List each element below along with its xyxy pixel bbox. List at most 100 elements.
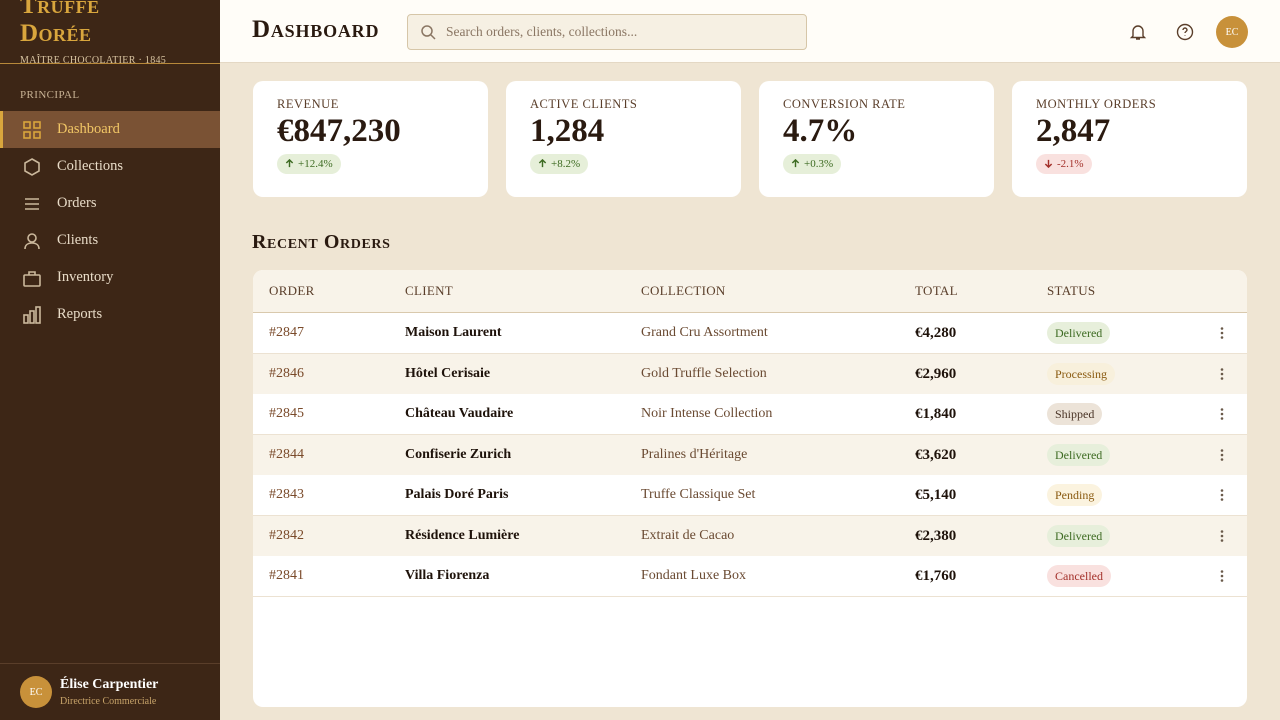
icon	[24, 157, 40, 176]
table-row[interactable]: #2843 Palais Doré Paris Truffe Classique S…	[253, 475, 1247, 516]
nav-item[interactable]: Collections	[0, 148, 220, 185]
menu-icon	[1220, 448, 1224, 461]
cell-total: €2,960	[915, 365, 957, 382]
cell-order: #2843	[269, 487, 304, 502]
row-menu[interactable]	[1215, 448, 1229, 462]
trend-arrow	[285, 158, 294, 168]
orders-table: ORDER CLIENT COLLECTION TOTAL STATUS #2847 Mai…	[253, 270, 1247, 707]
nav-section: PRINCIPAL	[20, 89, 80, 101]
cell-collection: Grand Cru Assortment	[641, 325, 768, 340]
nav-item[interactable]: Orders	[0, 185, 220, 222]
notifications-button[interactable]	[1129, 23, 1147, 41]
cell-client: Château Vaudaire	[405, 406, 514, 421]
user-role: Directrice Commerciale	[60, 696, 157, 707]
column-header: TOTAL	[915, 283, 958, 298]
cell-total: €5,140	[915, 487, 957, 503]
cell-client: Maison Laurent	[405, 325, 502, 340]
table-row[interactable]: #2846 Hôtel Cerisaie Gold Truffle Selectio…	[253, 353, 1247, 395]
kpi-change-text: -2.1%	[1057, 158, 1084, 170]
user-panel[interactable]: EC Élise Carpentier Directrice Commercia…	[0, 663, 220, 720]
menu-icon	[1220, 489, 1224, 501]
nav-item[interactable]: Dashboard	[0, 111, 220, 148]
trend-arrow	[1044, 159, 1053, 169]
table-row[interactable]: #2844 Confiserie Zurich Pralines d'Héritag…	[253, 434, 1247, 476]
menu-icon	[1220, 367, 1224, 380]
search-placeholder: Search orders, clients, collections...	[446, 24, 638, 39]
cell-total: €1,840	[915, 406, 957, 422]
kpi-label: MONTHLY ORDERS	[1036, 97, 1157, 111]
kpi-card: CONVERSION RATE 4.7% +0.3%	[759, 81, 994, 197]
trend-arrow	[791, 158, 800, 168]
kpi-change: +0.3%	[783, 154, 842, 174]
status-badge: Shipped	[1047, 403, 1103, 425]
nav-label: Orders	[57, 195, 97, 211]
row-menu[interactable]	[1215, 529, 1229, 543]
header: Dashboard Search orders, clients, collec…	[220, 0, 1280, 63]
nav-label: Clients	[57, 232, 99, 248]
column-header: COLLECTION	[641, 283, 726, 298]
page-title: Dashboard	[252, 16, 380, 43]
cell-collection: Extrait de Cacao	[641, 527, 735, 543]
kpi-card: ACTIVE CLIENTS 1,284 +8.2%	[506, 81, 741, 197]
cell-order: #2846	[269, 365, 304, 381]
kpi-label: REVENUE	[277, 97, 339, 111]
status-badge: Processing	[1047, 362, 1115, 385]
column-header: ORDER	[269, 283, 315, 298]
status-badge: Delivered	[1047, 443, 1111, 466]
nav-item[interactable]: Reports	[0, 296, 220, 333]
help-button[interactable]	[1176, 23, 1194, 41]
status-badge: Pending	[1047, 484, 1103, 506]
kpi-value: €847,230	[277, 113, 401, 149]
table-row[interactable]: #2842 Résidence Lumière Extrait de Cacao €2…	[253, 515, 1247, 557]
icon	[23, 270, 41, 287]
section-title: Recent Orders	[252, 231, 391, 253]
cell-collection: Fondant Luxe Box	[641, 568, 746, 583]
header-avatar[interactable]: EC	[1216, 16, 1248, 48]
search-box[interactable]: Search orders, clients, collections...	[407, 14, 807, 50]
search-icon	[421, 25, 436, 40]
column-header: STATUS	[1047, 283, 1096, 298]
row-menu[interactable]	[1215, 488, 1229, 502]
kpi-card: MONTHLY ORDERS 2,847 -2.1%	[1012, 81, 1247, 197]
kpi-change-text: +12.4%	[298, 158, 333, 170]
cell-client: Résidence Lumière	[405, 527, 520, 543]
cell-order: #2844	[269, 446, 304, 462]
kpi-change: +12.4%	[277, 154, 341, 174]
cell-total: €1,760	[915, 568, 957, 584]
nav-label: Dashboard	[57, 121, 120, 137]
cell-total: €3,620	[915, 446, 957, 463]
kpi-label: CONVERSION RATE	[783, 97, 906, 111]
menu-icon	[1220, 408, 1224, 420]
kpi-card: REVENUE €847,230 +12.4%	[253, 81, 488, 197]
kpi-value: 2,847	[1036, 113, 1111, 149]
row-menu[interactable]	[1215, 367, 1229, 381]
kpi-change-text: +0.3%	[804, 158, 834, 170]
user-avatar: EC	[20, 676, 52, 708]
nav-item[interactable]: Clients	[0, 222, 220, 259]
brand-tagline: MAÎTRE CHOCOLATIER · 1845	[20, 55, 167, 66]
row-menu[interactable]	[1215, 326, 1229, 340]
divider	[0, 63, 220, 64]
table-row[interactable]: #2845 Château Vaudaire Noir Intense Collec…	[253, 394, 1247, 435]
kpi-label: ACTIVE CLIENTS	[530, 97, 638, 111]
cell-collection: Noir Intense Collection	[641, 406, 773, 421]
cell-client: Hôtel Cerisaie	[405, 365, 491, 381]
table-row[interactable]: #2841 Villa Fiorenza Fondant Luxe Box €1,76…	[253, 556, 1247, 597]
cell-order: #2845	[269, 406, 304, 421]
icon	[24, 232, 40, 249]
table-row[interactable]: #2847 Maison Laurent Grand Cru Assortment €…	[253, 313, 1247, 354]
cell-order: #2842	[269, 527, 304, 543]
cell-collection: Gold Truffle Selection	[641, 365, 767, 381]
brand-name: Truffe Dorée	[20, 0, 100, 47]
row-menu[interactable]	[1215, 407, 1229, 421]
kpi-change: +8.2%	[530, 154, 589, 174]
row-menu[interactable]	[1215, 569, 1229, 583]
trend-arrow	[538, 158, 547, 168]
nav-item[interactable]: Inventory	[0, 259, 220, 296]
cell-order: #2841	[269, 568, 304, 583]
sidebar: Truffe Dorée MAÎTRE CHOCOLATIER · 1845 P…	[0, 0, 220, 720]
cell-client: Villa Fiorenza	[405, 568, 490, 583]
menu-icon	[1220, 327, 1224, 339]
